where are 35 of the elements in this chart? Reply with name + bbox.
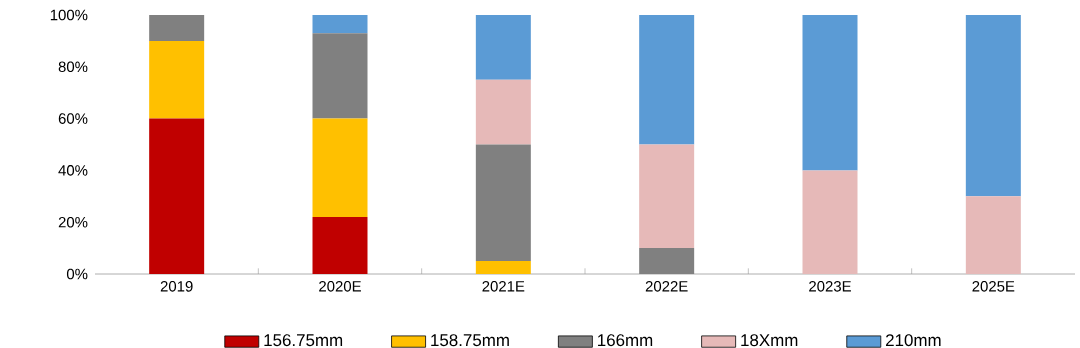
bar bbox=[475, 144, 531, 262]
bar bbox=[149, 15, 205, 41]
bar bbox=[965, 196, 1021, 274]
legend-label: 156.75mm bbox=[264, 334, 343, 347]
bar bbox=[639, 144, 695, 249]
x-tick-label: 2021E bbox=[482, 281, 525, 292]
x-tick-label: 2023E bbox=[809, 281, 851, 292]
y-tick-label: 0% bbox=[66, 268, 88, 280]
bar bbox=[965, 15, 1021, 197]
bar bbox=[312, 217, 368, 274]
y-tick-label: 100% bbox=[50, 9, 88, 21]
legend-label: 210mm bbox=[886, 334, 941, 347]
bar bbox=[149, 118, 205, 274]
bar bbox=[475, 79, 531, 145]
bar bbox=[149, 40, 205, 119]
x-tick-label: 2022E bbox=[645, 281, 688, 292]
x-tick-label: 2025E bbox=[972, 281, 1015, 292]
bar bbox=[312, 33, 368, 119]
legend-label: 166mm bbox=[598, 334, 653, 347]
bar bbox=[802, 170, 858, 274]
bar bbox=[475, 261, 531, 274]
bar bbox=[639, 15, 695, 145]
legend-label: 18Xmm bbox=[741, 334, 798, 347]
bar bbox=[802, 15, 858, 171]
y-tick-label: 60% bbox=[58, 113, 88, 124]
bar bbox=[639, 248, 695, 274]
x-tick-label: 2019 bbox=[160, 281, 193, 292]
y-tick-label: 40% bbox=[58, 165, 88, 176]
bar bbox=[312, 15, 368, 34]
bar bbox=[475, 15, 531, 80]
y-tick-label: 20% bbox=[58, 216, 88, 228]
legend-label: 158.75mm bbox=[431, 334, 509, 347]
x-tick-label: 2020E bbox=[319, 281, 361, 292]
bar bbox=[312, 118, 368, 218]
y-tick-label: 80% bbox=[58, 61, 88, 73]
